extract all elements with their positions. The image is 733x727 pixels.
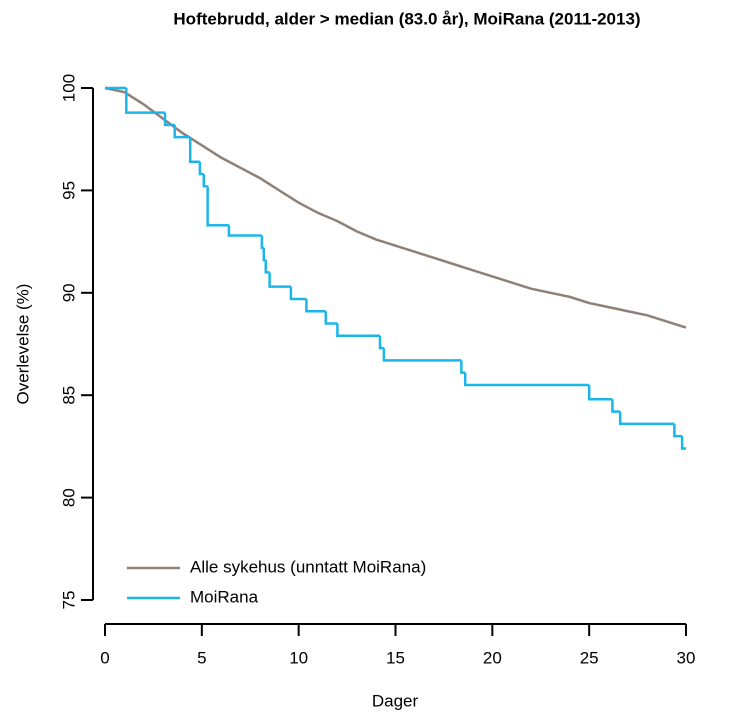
step-segment [163, 112, 175, 127]
step-segment [262, 247, 266, 262]
step-segment [202, 174, 208, 188]
step-segment [268, 272, 291, 288]
step-segment [188, 137, 200, 163]
step-segment [260, 235, 264, 249]
y-axis-label: Overlevelse (%) [13, 284, 32, 405]
step-segment [618, 411, 675, 426]
x-tick-label: 30 [677, 648, 696, 667]
chart-title: Hoftebrudd, alder > median (83.0 år), Mo… [173, 9, 640, 28]
step-segment [336, 323, 381, 338]
step-segment [324, 311, 338, 325]
step-segment [125, 88, 166, 114]
step-segment [463, 372, 590, 387]
y-tick-label: 80 [59, 488, 78, 507]
step-segment [611, 399, 621, 413]
legend-label: Alle sykehus (unntatt MoiRana) [190, 557, 426, 576]
legend-label: MoiRana [190, 587, 259, 606]
step-segment [289, 286, 307, 301]
step-segment [382, 348, 462, 362]
y-tick-label: 95 [59, 181, 78, 200]
x-tick-label: 25 [580, 648, 599, 667]
step-segment [460, 360, 466, 374]
step-segment [264, 260, 270, 274]
y-tick-label: 85 [59, 386, 78, 405]
step-segment [587, 384, 613, 401]
x-tick-label: 5 [197, 648, 206, 667]
step-segment [206, 186, 229, 227]
x-tick-label: 0 [100, 648, 109, 667]
y-tick-label: 75 [59, 591, 78, 610]
step-segment [680, 436, 686, 450]
step-segment [305, 298, 326, 313]
step-segment [227, 225, 262, 237]
x-axis-label: Dager [372, 691, 419, 710]
series-line [104, 86, 687, 329]
x-tick-label: 20 [483, 648, 502, 667]
y-tick-label: 100 [59, 74, 78, 102]
step-segment [673, 423, 683, 438]
step-segment [173, 124, 191, 139]
x-tick-label: 10 [289, 648, 308, 667]
x-tick-label: 15 [386, 648, 405, 667]
step-segment [198, 161, 204, 176]
y-tick-label: 90 [59, 283, 78, 302]
step-segment [378, 335, 384, 350]
